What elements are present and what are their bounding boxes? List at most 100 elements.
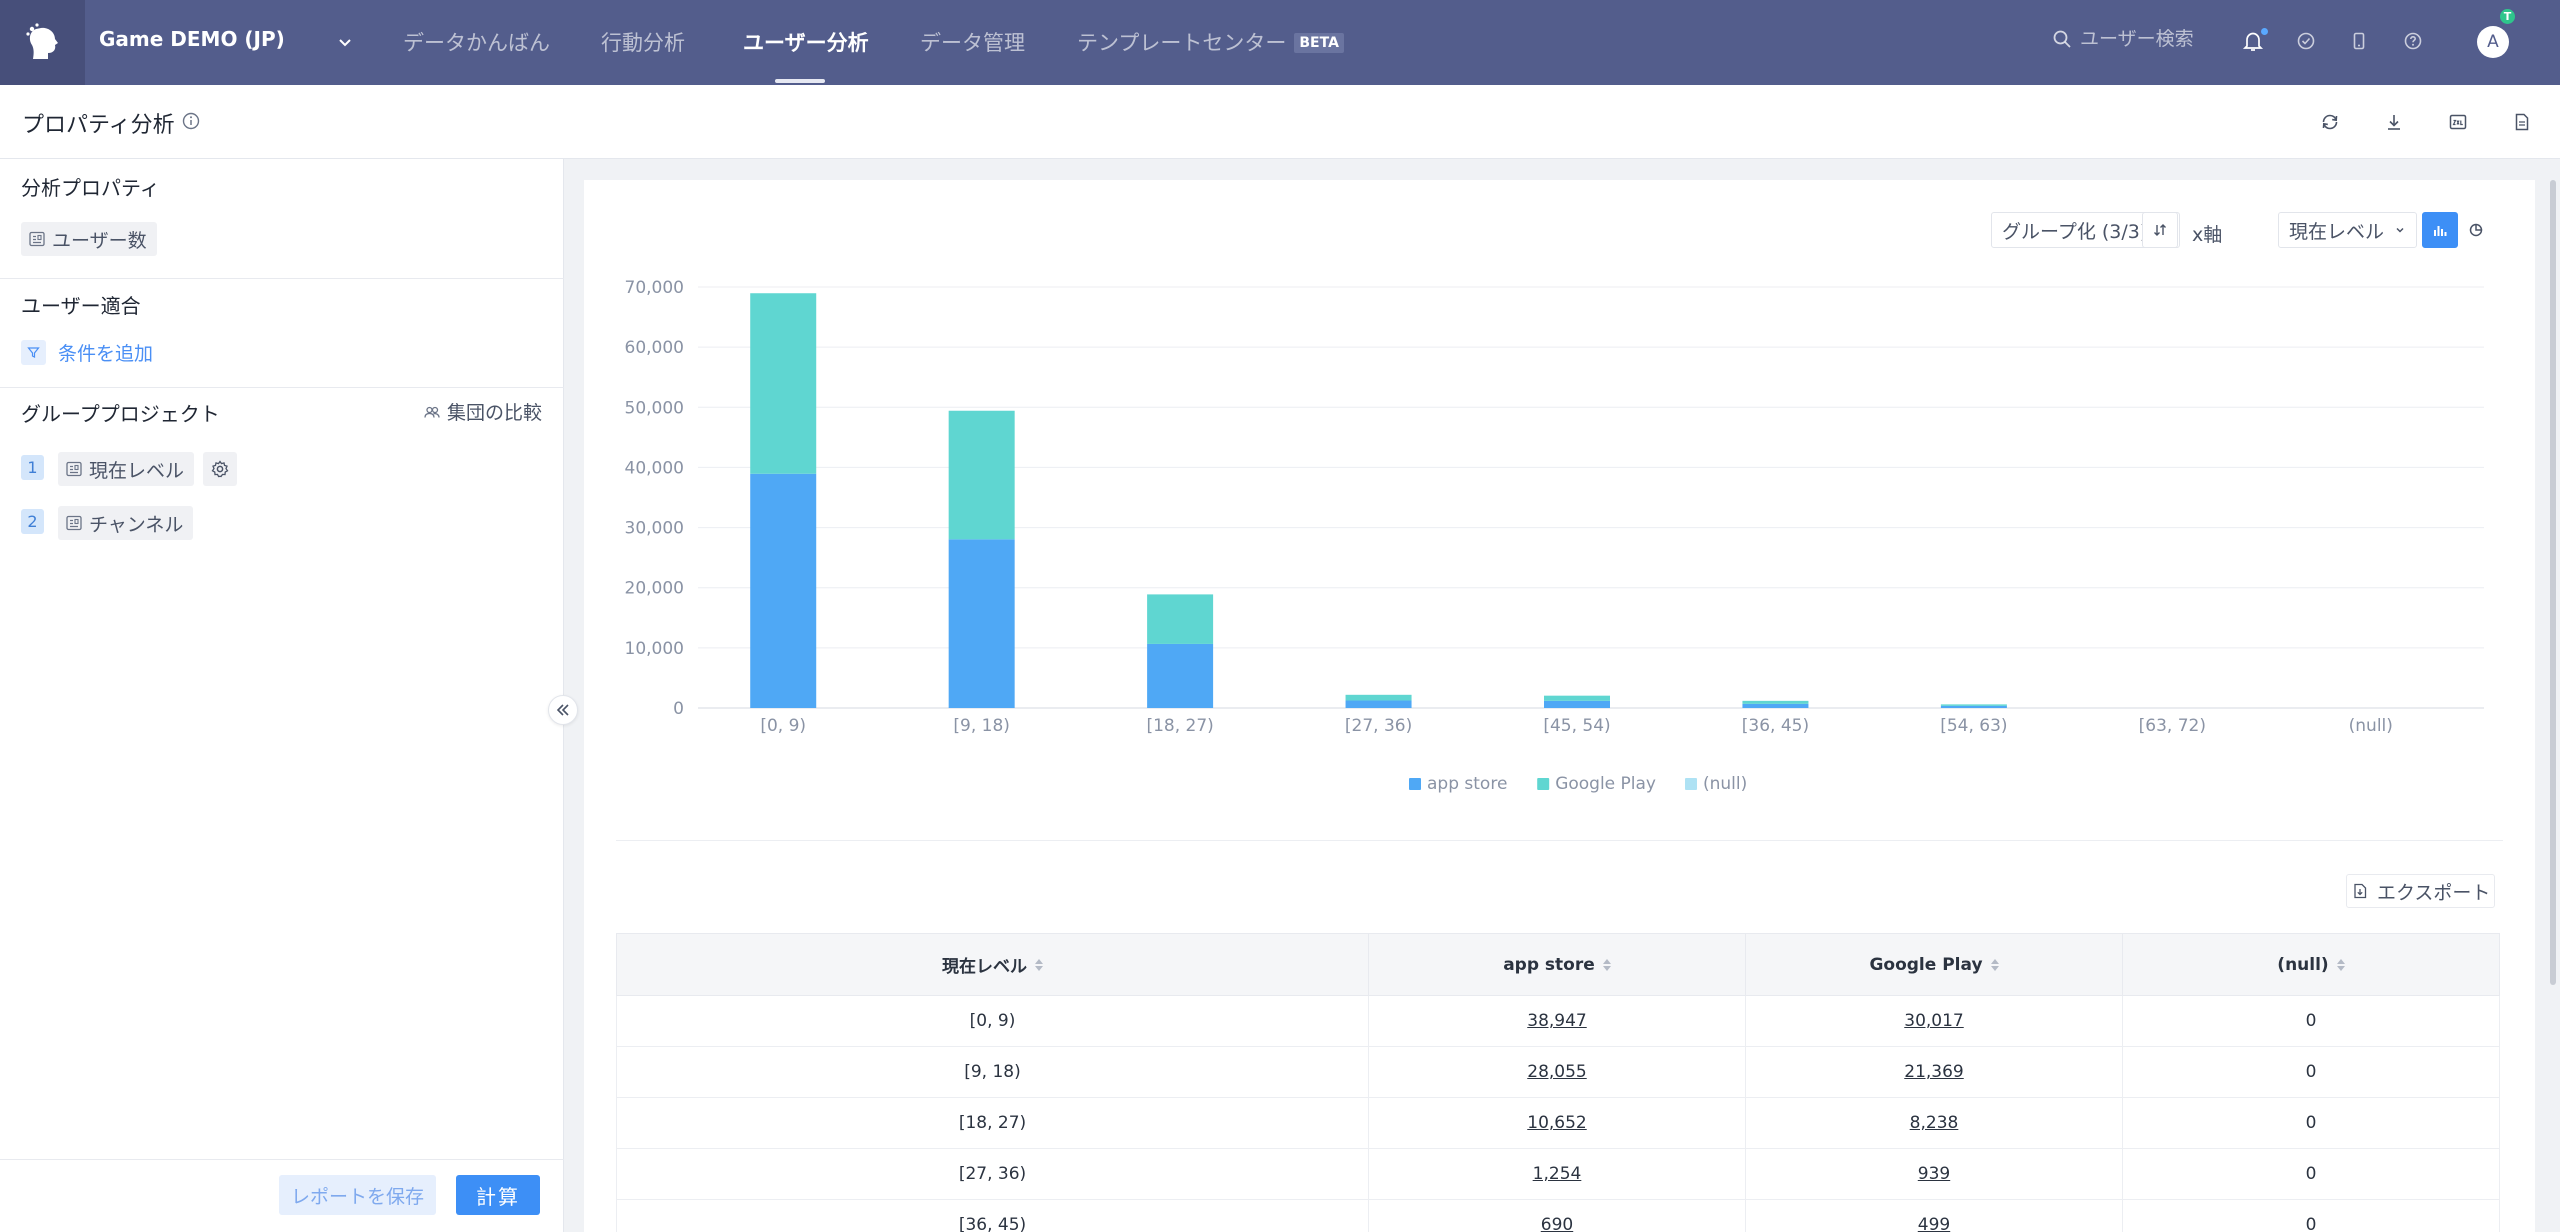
xaxis-dropdown-label: 現在レベル — [2289, 220, 2385, 243]
cell-app-store[interactable]: 690 — [1368, 1199, 1746, 1232]
cell-app-store[interactable]: 38,947 — [1368, 995, 1746, 1047]
cell-null: 0 — [2122, 1097, 2500, 1149]
save-report-button[interactable]: レポートを保存 — [279, 1175, 436, 1215]
user-search-input[interactable] — [2080, 28, 2250, 50]
y-tick-label: 10,000 — [625, 639, 684, 659]
bar-segment — [948, 539, 1015, 708]
cell-app-store[interactable]: 10,652 — [1368, 1097, 1746, 1149]
user-search[interactable] — [2052, 28, 2250, 50]
cell-app-store[interactable]: 1,254 — [1368, 1148, 1746, 1200]
export-button[interactable]: エクスポート — [2346, 874, 2496, 908]
chevron-down-icon — [2396, 227, 2404, 233]
collapse-panel-button[interactable] — [548, 695, 578, 725]
refresh-button[interactable] — [2318, 110, 2342, 134]
mobile-button[interactable] — [2346, 28, 2372, 54]
legend-swatch — [1685, 778, 1697, 790]
bar-segment — [1544, 700, 1610, 708]
nav-template-center-label: テンプレートセンター — [1077, 31, 1287, 55]
stacked-bar-chart: 0 10,000 20,000 30,000 40,000 50,000 60,000 70,… — [625, 278, 2484, 794]
help-icon — [2404, 32, 2422, 50]
cell-null: 0 — [2122, 1148, 2500, 1200]
property-icon — [29, 231, 45, 247]
project-name[interactable]: Game DEMO (JP) — [99, 27, 285, 51]
cell-google-play[interactable]: 8,238 — [1745, 1097, 2123, 1149]
cell-null: 0 — [2122, 1199, 2500, 1232]
column-header-google-play[interactable]: Google Play — [1745, 933, 2123, 996]
check-circle-icon — [2297, 32, 2315, 50]
pie-chart-toggle[interactable] — [2458, 212, 2494, 248]
cell-google-play[interactable]: 21,369 — [1745, 1046, 2123, 1098]
nav-data-board[interactable]: データかんばん — [403, 31, 550, 55]
x-tick-label: [27, 36) — [1345, 716, 1412, 736]
bar-segment — [1544, 695, 1610, 701]
y-tick-label: 0 — [673, 699, 684, 719]
sort-icon — [2154, 224, 2166, 236]
cell-google-play[interactable]: 499 — [1745, 1199, 2123, 1232]
y-tick-label: 20,000 — [625, 579, 684, 599]
notification-button[interactable] — [2240, 28, 2268, 54]
group-chip-current-level[interactable]: 現在レベル — [58, 452, 195, 486]
compare-groups-label: 集団の比較 — [447, 402, 543, 424]
bar-chart-icon — [2434, 226, 2447, 236]
table-row: [27, 36) 1,254 939 0 — [616, 1148, 2500, 1200]
xaxis-dropdown[interactable]: 現在レベル — [2278, 212, 2418, 248]
report-button[interactable] — [2510, 110, 2534, 134]
vertical-scrollbar[interactable] — [2550, 180, 2556, 985]
help-button[interactable] — [2400, 28, 2426, 54]
search-icon — [2053, 30, 2071, 48]
info-icon[interactable] — [182, 112, 200, 130]
cell-google-play[interactable]: 30,017 — [1745, 995, 2123, 1047]
bar-chart-toggle[interactable] — [2422, 212, 2458, 248]
group-settings-button[interactable] — [203, 452, 237, 486]
group-index-badge: 2 — [21, 509, 44, 534]
cell-null: 0 — [2122, 995, 2500, 1047]
download-button[interactable] — [2382, 110, 2406, 134]
legend-swatch — [1537, 778, 1550, 790]
property-icon — [66, 461, 82, 477]
sql-button[interactable] — [2446, 110, 2470, 134]
sort-arrows-icon — [2336, 958, 2345, 971]
user-avatar[interactable]: A — [2477, 26, 2509, 58]
nav-data-management[interactable]: データ管理 — [920, 31, 1025, 55]
cell-level: [27, 36) — [616, 1148, 1369, 1200]
add-condition-button[interactable]: 条件を追加 — [21, 339, 153, 366]
beta-badge: BETA — [1294, 33, 1344, 53]
page-header: プロパティ分析 — [0, 85, 2560, 159]
nav-user-analysis[interactable]: ユーザー分析 — [743, 31, 869, 55]
analysis-property-chip[interactable]: ユーザー数 — [21, 222, 157, 256]
compare-groups-button[interactable]: 集団の比較 — [423, 398, 542, 425]
y-tick-label: 50,000 — [625, 398, 684, 418]
chevron-down-icon[interactable] — [334, 31, 356, 53]
group-chip-channel[interactable]: チャンネル — [58, 506, 194, 540]
refresh-icon — [2322, 114, 2338, 130]
analysis-property-label: ユーザー数 — [52, 229, 147, 252]
nav-template-center[interactable]: テンプレートセンター BETA — [1077, 27, 1344, 57]
tasks-button[interactable] — [2293, 28, 2319, 54]
notification-dot — [2261, 28, 2268, 35]
x-tick-label: [54, 63) — [1940, 716, 2007, 736]
nav-behavior-analysis[interactable]: 行動分析 — [601, 31, 685, 55]
user-filter-title: ユーザー適合 — [21, 294, 141, 318]
x-tick-label: [0, 9) — [760, 716, 806, 736]
group-dropdown-label: グループ化 (3/3) — [2002, 220, 2148, 243]
bar-segment — [750, 293, 817, 474]
bell-icon — [2242, 32, 2264, 51]
cell-google-play[interactable]: 939 — [1745, 1148, 2123, 1200]
cell-app-store[interactable]: 28,055 — [1368, 1046, 1746, 1098]
calculate-button[interactable]: 計算 — [456, 1175, 540, 1215]
column-header-level[interactable]: 現在レベル — [616, 933, 1369, 996]
column-header-null[interactable]: (null) — [2122, 933, 2500, 996]
column-header-app-store[interactable]: app store — [1368, 933, 1746, 996]
group-index-badge: 1 — [21, 455, 44, 480]
x-tick-label: [63, 72) — [2139, 716, 2206, 736]
bar-segment — [1345, 694, 1412, 701]
table-row: [18, 27) 10,652 8,238 0 — [616, 1097, 2500, 1149]
section-divider — [616, 840, 2503, 841]
document-icon — [2515, 113, 2529, 131]
column-header-label: Google Play — [1869, 954, 1983, 975]
app-logo[interactable] — [0, 0, 85, 85]
bar-segment — [1940, 705, 2007, 708]
group-chip-label: 現在レベル — [89, 459, 185, 482]
x-tick-label: [9, 18) — [953, 716, 1010, 736]
sort-button[interactable] — [2142, 212, 2178, 248]
